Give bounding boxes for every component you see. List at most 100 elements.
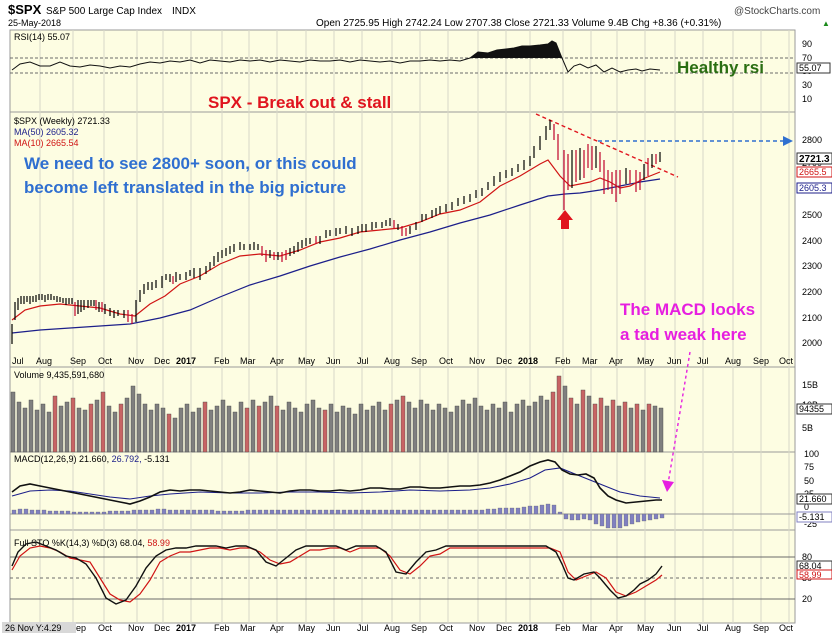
macd-label-prefix: MACD(12,26,9) — [14, 454, 77, 464]
macd-tick-50: 50 — [804, 476, 814, 486]
time-label: Jul — [357, 356, 369, 366]
time-label: Dec — [496, 356, 513, 366]
price-tick-2000: 2000 — [802, 338, 822, 348]
price-note-line1: We need to see 2800+ soon, or this could — [24, 154, 357, 173]
ticker-exchange: INDX — [172, 6, 196, 17]
price-legend-ma10: MA(10) 2665.54 — [14, 138, 79, 148]
time-label: Feb — [214, 623, 230, 633]
macd-section: MACD(12,26,9) 21.660, 26.792, -5.131 — [10, 449, 832, 529]
time-label: Sep — [70, 356, 86, 366]
macd-tag: 21.660 — [799, 494, 827, 504]
volume-tick-15b: 15B — [802, 380, 818, 390]
time-label: Oct — [98, 623, 113, 633]
time-label: Sep — [411, 623, 427, 633]
macd-note-pointer — [667, 351, 691, 485]
sto-d-tag-box — [796, 569, 832, 580]
ohlc-readout: Open 2725.95 High 2742.24 Low 2707.38 Cl… — [316, 18, 721, 29]
price-close-tag-box — [796, 152, 832, 165]
price-tick-2400: 2400 — [802, 236, 822, 246]
time-label: Feb — [555, 623, 571, 633]
time-label: Sep — [753, 356, 769, 366]
price-legend-main: $SPX (Weekly) 2721.33 — [14, 116, 110, 126]
rsi-tick-90: 90 — [802, 39, 812, 49]
price-close-tag: 2721.3 — [799, 154, 830, 165]
ma50-line — [11, 178, 661, 334]
time-gridlines — [39, 30, 790, 623]
macd-tick-100: 100 — [804, 449, 819, 459]
time-label: May — [637, 623, 655, 633]
time-label: Jun — [667, 623, 682, 633]
time-label: Oct — [439, 623, 454, 633]
ticker-symbol: $SPX — [8, 2, 42, 17]
time-label: May — [298, 623, 316, 633]
time-label: Mar — [582, 356, 598, 366]
rsi-section: RSI(14) 55.07 Healthy rsi 90 70 50 30 10… — [10, 32, 831, 104]
price-tick-2100: 2100 — [802, 313, 822, 323]
time-label: Mar — [582, 623, 598, 633]
time-label: Jul — [12, 356, 24, 366]
volume-tag: 94355 — [799, 404, 824, 414]
macd-line — [11, 459, 662, 505]
sto-section: Full STO %K(14,3) %D(3) 68.04, 58.99 80 … — [10, 538, 832, 605]
volume-label: Volume 9,435,591,680 — [14, 370, 104, 380]
time-label: Aug — [384, 623, 400, 633]
price-ma10-tag: 2665.5 — [799, 167, 827, 177]
downtrend-line — [535, 113, 679, 178]
time-label: Jul — [357, 623, 369, 633]
time-label: Feb — [214, 356, 230, 366]
sto-label: Full STO %K(14,3) %D(3) 68.04, 58.99 — [14, 538, 170, 548]
price-tick-2200: 2200 — [802, 287, 822, 297]
macd-label-v2: 26.792, — [112, 454, 142, 464]
time-label: Apr — [270, 623, 284, 633]
time-label: Sep — [411, 356, 427, 366]
sto-d-tag: 58.99 — [799, 570, 822, 580]
time-label: Aug — [725, 356, 741, 366]
time-label: Jun — [667, 356, 682, 366]
macd-histogram — [11, 503, 665, 529]
time-label: Nov — [128, 356, 145, 366]
price-tick-2300: 2300 — [802, 261, 822, 271]
time-label: Dec — [496, 623, 513, 633]
rsi-label: RSI(14) 55.07 — [14, 32, 70, 42]
macd-label: MACD(12,26,9) 21.660, 26.792, -5.131 — [14, 454, 170, 464]
time-label: Oct — [779, 356, 794, 366]
rsi-current-tag-box — [796, 62, 831, 74]
volume-tick-5b: 5B — [802, 423, 813, 433]
bottom-time-axis: Aug Sep Oct Nov Dec 2017 Feb Mar Apr May… — [36, 623, 794, 633]
time-label: 2017 — [176, 623, 196, 633]
macd-hist-tag-box — [796, 511, 832, 523]
macd-tick-neg25: -25 — [804, 519, 817, 529]
time-label: Dec — [154, 356, 171, 366]
support-up-arrow — [557, 210, 573, 229]
price-ma50-tag-box — [796, 182, 832, 194]
price-ma10-tag-box — [796, 166, 832, 178]
time-label: Jul — [697, 623, 709, 633]
time-label: Dec — [154, 623, 171, 633]
macd-note-pointer-head — [662, 480, 674, 492]
time-label: 2018 — [518, 623, 538, 633]
sto-k-line — [11, 541, 663, 605]
time-label: Aug — [725, 623, 741, 633]
time-label: Apr — [609, 623, 623, 633]
rsi-line — [11, 40, 661, 73]
macd-tick-75: 75 — [804, 462, 814, 472]
macd-tag-box — [796, 493, 832, 505]
time-label: Nov — [128, 623, 145, 633]
sto-tick-20: 20 — [802, 594, 812, 604]
rsi-annotation: Healthy rsi — [677, 58, 764, 77]
price-ma50-tag: 2605.3 — [799, 183, 827, 193]
time-label: Aug — [36, 356, 52, 366]
footer-readout: 26 Nov Y:4.29 — [5, 623, 61, 633]
time-label: Oct — [779, 623, 794, 633]
time-label: Sep — [753, 623, 769, 633]
time-label: Apr — [270, 356, 284, 366]
macd-label-v3: -5.131 — [144, 454, 170, 464]
sto-k-tag: 68.04 — [799, 561, 822, 571]
rsi-tick-30: 30 — [802, 80, 812, 90]
time-label: Mar — [240, 623, 256, 633]
rsi-panel — [9, 29, 796, 113]
time-label: 2017 — [176, 356, 196, 366]
footer-readout-box — [2, 622, 76, 633]
volume-section: Volume 9,435,591,680 — [10, 370, 832, 453]
sto-label-prefix: Full STO %K(14,3) %D(3) — [14, 538, 117, 548]
